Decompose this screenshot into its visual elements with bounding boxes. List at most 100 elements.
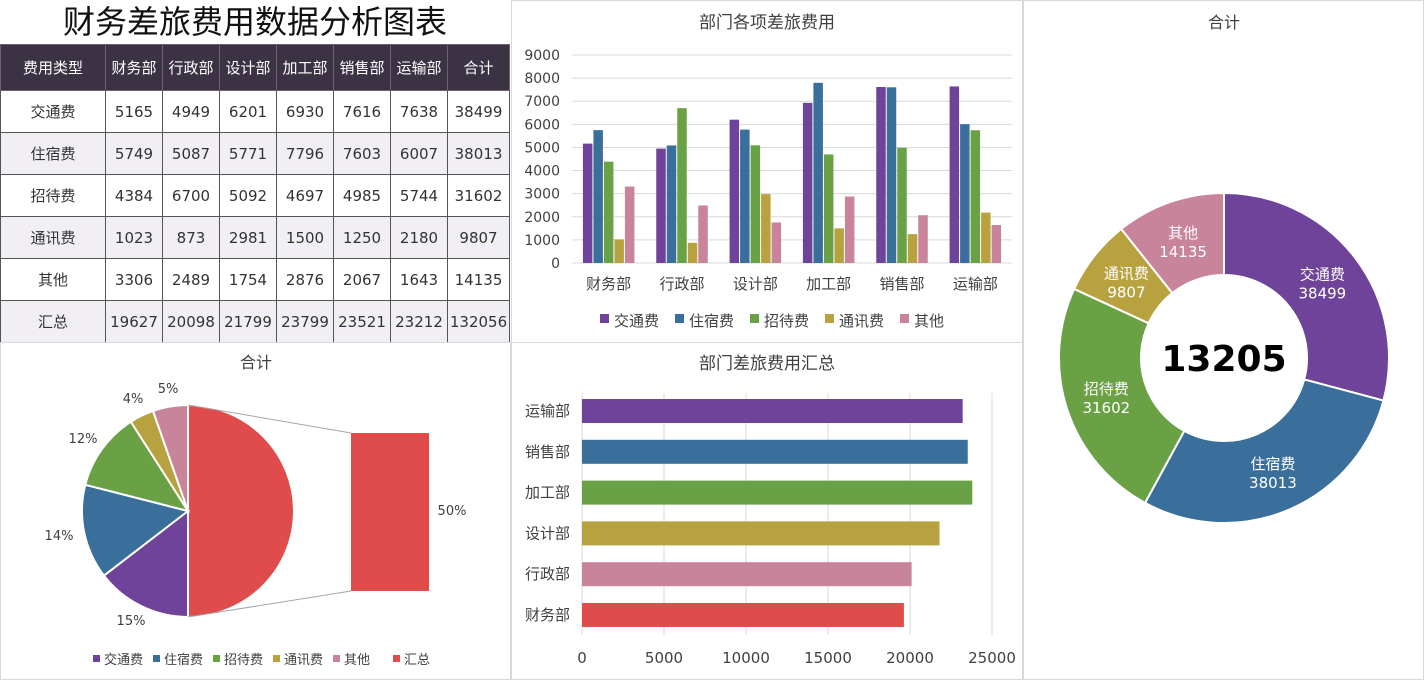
table-cell: 1500 [276, 216, 334, 259]
column-bar-住宿费 [813, 82, 823, 263]
legend-label: 交通费 [104, 652, 143, 668]
column-bar-住宿费 [960, 124, 970, 263]
column-header: 运输部 [390, 44, 448, 91]
legend-label: 住宿费 [164, 652, 203, 668]
table-cell: 14135 [447, 258, 510, 301]
legend-label: 住宿费 [689, 312, 734, 330]
x-tick-label: 设计部 [733, 275, 778, 293]
table-cell: 3306 [105, 258, 163, 301]
column-bar-其他 [771, 222, 782, 263]
legend-swatch [675, 314, 684, 323]
row-label: 交通费 [0, 90, 106, 133]
legend-label: 招待费 [224, 653, 263, 668]
pie-slice-汇总 [187, 403, 295, 619]
pie-slice-招待费 [84, 420, 191, 513]
column-bar-招待费 [823, 154, 834, 263]
data-label: 50% [438, 504, 467, 519]
column-bar-通讯费 [834, 228, 844, 263]
y-tick-label: 8000 [524, 71, 560, 87]
table-cell: 23521 [333, 300, 391, 343]
table-cell: 5092 [219, 174, 277, 217]
column-bar-通讯费 [981, 212, 991, 263]
column-bar-通讯费 [687, 242, 698, 263]
slice-label: 通讯费 [1104, 264, 1149, 282]
legend-swatch [153, 655, 160, 662]
legend-label: 交通费 [614, 312, 659, 330]
column-bar-住宿费 [740, 129, 750, 263]
data-label: 4% [123, 392, 144, 407]
x-tick-label: 15000 [804, 649, 852, 667]
table-cell: 9807 [447, 216, 510, 259]
y-tick-label: 5000 [524, 140, 560, 156]
y-tick-label: 2000 [524, 210, 560, 226]
chart-title: 合计 [240, 353, 272, 372]
y-tick-label: 加工部 [525, 484, 570, 502]
x-tick-label: 财务部 [586, 275, 631, 293]
column-bar-交通费 [949, 86, 960, 264]
table-row: 其他 3306 2489 1754 2876 2067 1643 14135 [0, 258, 510, 301]
bar-行政部 [582, 562, 912, 587]
doughnut-slice-招待费 [1058, 287, 1186, 505]
x-tick-label: 销售部 [879, 275, 924, 293]
y-tick-label: 行政部 [525, 565, 570, 583]
table-cell: 5744 [390, 174, 448, 217]
table-cell: 4985 [333, 174, 391, 217]
doughnut-chart-panel: 合计 交通费 38499 住宿费 38013 招待费 31602 通讯费 9807 其他 14135… [1023, 0, 1424, 680]
slice-value: 38013 [1249, 474, 1297, 492]
x-tick-label: 行政部 [659, 275, 704, 293]
column-bar-通讯费 [761, 194, 771, 263]
total-pie-of-pie-chart: 合计 15% 14% 12% 4% 5% 50% 交通费 住宿费 招待费 通讯费 其他 汇总 [45, 353, 467, 668]
legend-swatch [600, 314, 609, 323]
bar-运输部 [582, 399, 963, 423]
table-cell: 5165 [105, 90, 163, 133]
bar-设计部 [582, 521, 940, 546]
pie-slice-其他 [151, 403, 189, 512]
column-bar-住宿费 [593, 130, 603, 263]
table-cell: 2489 [162, 258, 220, 301]
legend-swatch [273, 655, 280, 662]
row-label: 住宿费 [0, 132, 106, 175]
column-chart-panel: 部门各项差旅费用 0 1000 2000 3000 4000 5000 6000 7000 800… [511, 0, 1023, 343]
table-cell: 132056 [447, 300, 510, 343]
table-cell: 1250 [333, 216, 391, 259]
column-header: 加工部 [276, 44, 334, 91]
column-bar-交通费 [876, 86, 886, 263]
center-total: 13205 [1161, 339, 1286, 380]
y-tick-label: 7000 [524, 94, 560, 110]
y-tick-label: 设计部 [525, 524, 570, 542]
table-cell: 2981 [219, 216, 277, 259]
table-cell: 7603 [333, 132, 391, 175]
table-cell: 7616 [333, 90, 391, 133]
x-tick-label: 0 [577, 649, 587, 667]
table-cell: 6201 [219, 90, 277, 133]
table-row: 招待费 4384 6700 5092 4697 4985 5744 31602 [0, 174, 510, 217]
column-header: 费用类型 [0, 44, 106, 91]
column-bar-其他 [844, 196, 855, 263]
table-cell: 6700 [162, 174, 220, 217]
legend-label: 招待费 [764, 312, 809, 330]
table-cell: 4384 [105, 174, 163, 217]
table-row: 通讯费 1023 873 2981 1500 1250 2180 9807 [0, 216, 510, 259]
column-bar-住宿费 [666, 145, 677, 263]
table-cell: 7638 [390, 90, 448, 133]
page-title: 财务差旅费用数据分析图表 [62, 3, 447, 41]
bar-加工部 [582, 480, 973, 505]
column-header: 合计 [447, 44, 510, 91]
slice-value: 9807 [1107, 283, 1145, 301]
table-cell: 5771 [219, 132, 277, 175]
table-cell: 31602 [447, 174, 510, 217]
y-tick-label: 3000 [524, 187, 560, 203]
doughnut-slice-住宿费 [1143, 378, 1385, 524]
legend-swatch [213, 655, 220, 662]
table-cell: 4949 [162, 90, 220, 133]
y-tick-label: 4000 [524, 164, 560, 180]
column-header: 销售部 [333, 44, 391, 91]
table-cell: 2180 [390, 216, 448, 259]
table-cell: 6007 [390, 132, 448, 175]
column-bar-通讯费 [907, 234, 918, 263]
data-label: 14% [45, 529, 74, 544]
column-bar-其他 [624, 186, 635, 263]
connector-line [187, 590, 352, 618]
pie-chart-panel: 合计 15% 14% 12% 4% 5% 50% 交通费 住宿费 招待费 通讯费 其他 汇总 [0, 342, 511, 680]
